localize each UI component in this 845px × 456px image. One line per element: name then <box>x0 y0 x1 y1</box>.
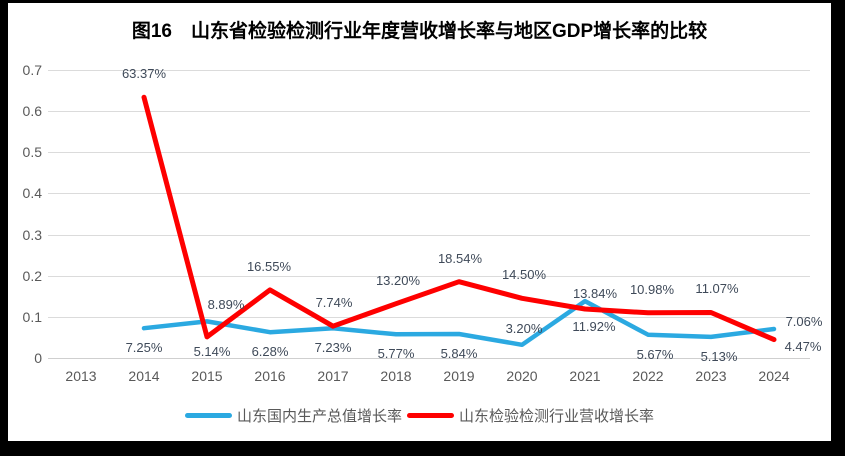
gdp-line-swatch <box>184 412 232 418</box>
data-label: 5.67% <box>636 346 674 362</box>
y-axis-tick: 0.3 <box>22 226 42 243</box>
x-axis-tick: 2021 <box>569 368 601 384</box>
x-axis-tick: 2016 <box>254 368 286 384</box>
data-label: 63.37% <box>121 66 167 82</box>
x-axis-tick: 2020 <box>506 368 538 384</box>
x-axis-tick: 2019 <box>443 368 475 384</box>
x-axis-tick: 2017 <box>317 368 349 384</box>
y-axis-tick: 0.7 <box>22 62 42 78</box>
gridline <box>48 193 810 195</box>
legend-item-testing-revenue: 山东检验检测行业营收增长率 <box>407 405 654 426</box>
data-label: 3.20% <box>505 320 543 336</box>
y-axis-tick: 0.1 <box>22 308 42 325</box>
y-axis-tick: 0.2 <box>22 267 42 284</box>
gridline <box>48 358 810 359</box>
x-axis-tick: 2024 <box>758 368 790 384</box>
y-axis-tick: 0.4 <box>22 185 42 202</box>
x-axis-tick: 2023 <box>695 368 727 384</box>
y-axis-tick: 0.6 <box>22 103 42 120</box>
legend-item-gdp: 山东国内生产总值增长率 <box>184 405 402 426</box>
data-label: 6.28% <box>251 344 289 360</box>
x-axis-tick: 2022 <box>632 368 664 384</box>
y-axis-tick: 0 <box>34 350 42 366</box>
data-label: 7.74% <box>315 295 353 311</box>
data-label: 10.98% <box>629 281 675 297</box>
x-axis-tick: 2014 <box>128 368 160 384</box>
data-label: 5.13% <box>700 348 738 364</box>
gridline <box>48 152 810 154</box>
data-label: 11.92% <box>572 318 616 334</box>
testing-revenue-line <box>141 94 777 343</box>
x-axis-tick: 2018 <box>380 368 412 384</box>
data-label: 13.84% <box>572 286 618 302</box>
data-label: 5.84% <box>440 345 478 361</box>
testing-revenue-legend-label: 山东检验检测行业营收增长率 <box>459 407 655 425</box>
plot-area: 0 0.1 0.2 0.3 0.4 0.5 0.6 0.7 2013 2014 2015 2016 2… <box>8 3 831 441</box>
chart-canvas: 图16 山东省检验检测行业年度营收增长率与地区GDP增长率的比较 0 0.1 0.2… <box>8 3 831 441</box>
legend: 山东国内生产总值增长率 山东检验检测行业营收增长率 <box>8 404 831 426</box>
x-axis-tick: 2013 <box>65 368 97 384</box>
data-label: 18.54% <box>437 250 483 266</box>
gridline <box>48 70 810 71</box>
data-label: 7.25% <box>125 340 163 356</box>
data-label: 5.14% <box>193 343 231 359</box>
data-label: 11.07% <box>695 281 739 297</box>
data-label: 16.55% <box>246 258 292 274</box>
gdp-growth-line <box>141 298 777 348</box>
gridline <box>48 275 810 277</box>
chart-title: 图16 山东省检验检测行业年度营收增长率与地区GDP增长率的比较 <box>131 21 708 42</box>
data-label: 7.23% <box>314 340 352 356</box>
data-label: 14.50% <box>501 267 547 283</box>
gridline <box>48 234 810 236</box>
gridline <box>48 111 810 113</box>
data-label: 7.06% <box>785 313 823 329</box>
y-axis-tick: 0.5 <box>22 144 42 161</box>
x-axis-tick: 2015 <box>191 368 223 384</box>
gridline <box>48 316 810 318</box>
gdp-legend-label: 山东国内生产总值增长率 <box>236 407 402 425</box>
testing-revenue-line-swatch <box>407 412 454 418</box>
data-label: 8.89% <box>207 297 245 313</box>
data-label: 4.47% <box>784 338 822 354</box>
data-label: 5.77% <box>377 346 415 362</box>
series-lines <box>141 94 777 348</box>
data-label: 13.20% <box>375 272 421 288</box>
